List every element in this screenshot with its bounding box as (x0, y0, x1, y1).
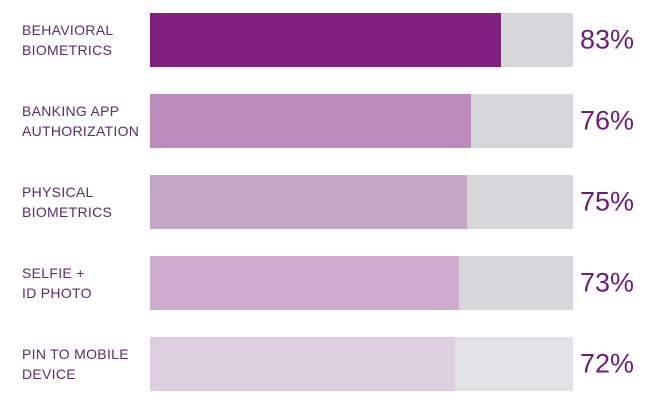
value-label: 73% (580, 267, 635, 298)
bar-fill (150, 337, 455, 391)
category-label: BEHAVIORAL BIOMETRICS (22, 22, 114, 58)
bar-row: PIN TO MOBILE DEVICE 72% (0, 337, 650, 391)
value-label: 75% (580, 186, 635, 217)
value-label: 72% (580, 348, 635, 379)
bar-track (150, 337, 573, 391)
bar-fill (150, 256, 459, 310)
value-label: 83% (580, 24, 635, 55)
bar-track (150, 175, 573, 229)
bar-row: BEHAVIORAL BIOMETRICS 83% (0, 13, 650, 67)
bar-track (150, 13, 573, 67)
bar-row: BANKING APP AUTHORIZATION 76% (0, 94, 650, 148)
category-label: SELFIE + ID PHOTO (22, 265, 92, 301)
bar-track (150, 256, 573, 310)
value-label: 76% (580, 105, 635, 136)
bar-fill (150, 13, 501, 67)
category-label: PIN TO MOBILE DEVICE (22, 346, 129, 382)
bar-row: PHYSICAL BIOMETRICS 75% (0, 175, 650, 229)
category-label: PHYSICAL BIOMETRICS (22, 184, 113, 220)
category-label: BANKING APP AUTHORIZATION (22, 103, 140, 139)
bar-fill (150, 175, 467, 229)
bar-row: SELFIE + ID PHOTO 73% (0, 256, 650, 310)
bar-fill (150, 94, 471, 148)
bar-track (150, 94, 573, 148)
